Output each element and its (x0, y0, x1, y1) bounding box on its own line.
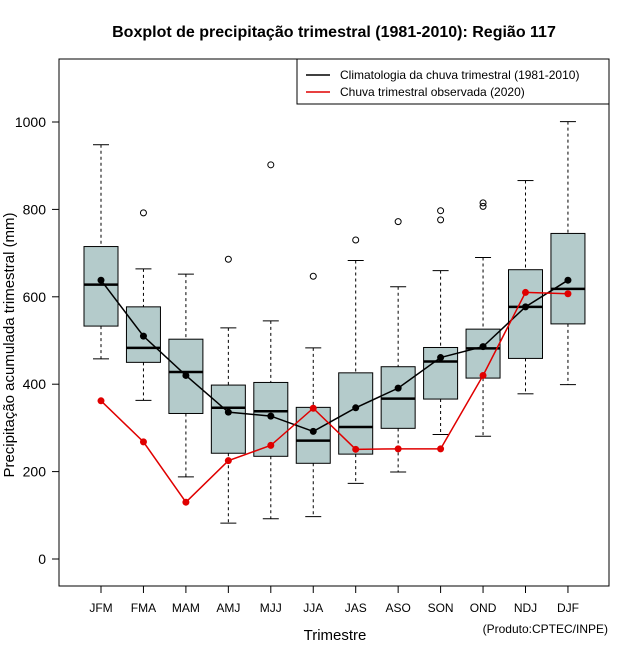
y-axis-title: Precipitação acumulada trimestral (mm) (1, 212, 18, 477)
series-point-observed-mam (182, 498, 190, 506)
series-point-climatology-ndj (522, 303, 529, 311)
outlier-jja-0 (309, 272, 317, 280)
x-tick-label-jas: JAS (345, 601, 367, 615)
series-point-climatology-jas (352, 404, 360, 412)
series-point-climatology-djf (564, 276, 572, 284)
line-series (97, 276, 572, 506)
box-iqr-amj (210, 384, 246, 454)
box-aso (380, 218, 416, 473)
outlier-mjj-0 (267, 161, 275, 169)
x-axis: JFM FMA MAM AMJ MJJ JJA JAS ASO SON OND NDJ DJF (89, 586, 579, 615)
series-line-climatology (100, 279, 569, 433)
series-point-climatology-mam (182, 371, 190, 379)
box-jja (295, 272, 331, 518)
y-tick-label-200: 200 (23, 464, 47, 480)
series-point-observed-ond (479, 371, 487, 379)
box-ond (465, 199, 501, 437)
x-tick-label-amj: AMJ (216, 601, 240, 615)
legend-box (296, 58, 610, 105)
series-point-observed-jas (352, 445, 360, 453)
series-point-observed-amj (224, 457, 232, 465)
outlier-ond-0 (479, 202, 487, 210)
series-point-climatology-ond (479, 343, 487, 351)
series-point-climatology-jja (309, 427, 317, 435)
outlier-jas-0 (352, 236, 360, 244)
box-djf (550, 121, 586, 386)
box-iqr-jfm (83, 246, 119, 327)
box-iqr-mam (168, 338, 204, 414)
outlier-ond-1 (479, 199, 487, 207)
outlier-aso-0 (394, 218, 402, 226)
series-point-climatology-fma (139, 332, 147, 340)
box-jfm (83, 144, 119, 360)
x-tick-label-fma: FMA (131, 601, 156, 615)
y-tick-label-0: 0 (38, 551, 46, 567)
box-amj (210, 255, 246, 524)
y-tick-label-600: 600 (23, 289, 47, 305)
series-point-climatology-son (437, 354, 445, 362)
x-tick-label-son: SON (428, 601, 454, 615)
y-axis: 0 200 400 600 800 1000 (15, 114, 59, 567)
x-tick-label-aso: ASO (385, 601, 410, 615)
outlier-fma-0 (139, 209, 147, 217)
y-tick-label-400: 400 (23, 376, 47, 392)
x-tick-label-mam: MAM (172, 601, 200, 615)
legend-label-observed: Chuva trimestral observada (2020) (340, 85, 525, 99)
credit-text: (Produto:CPTEC/INPE) (483, 622, 608, 636)
series-point-climatology-mjj (267, 412, 275, 420)
x-tick-label-ndj: NDJ (514, 601, 537, 615)
x-tick-label-djf: DJF (557, 601, 579, 615)
box-son (423, 207, 459, 435)
x-tick-label-jfm: JFM (89, 601, 112, 615)
box-mjj (253, 161, 289, 520)
box-iqr-jja (295, 406, 331, 464)
x-tick-label-jja: JJA (303, 601, 323, 615)
outlier-son-0 (437, 216, 445, 224)
series-point-observed-son (437, 445, 445, 453)
x-tick-label-ond: OND (470, 601, 497, 615)
series-point-climatology-amj (224, 408, 232, 416)
series-point-observed-ndj (522, 288, 529, 296)
series-point-climatology-jfm (97, 276, 105, 284)
chart-title: Boxplot de precipitação trimestral (1981… (112, 24, 556, 41)
box-iqr-jas (338, 372, 374, 455)
box-mam (168, 273, 204, 478)
box-fma (125, 209, 161, 401)
series-point-climatology-aso (394, 384, 402, 392)
box-ndj (508, 180, 543, 395)
series-point-observed-fma (139, 438, 147, 446)
series-point-observed-jfm (97, 397, 105, 405)
y-tick-label-1000: 1000 (15, 114, 46, 130)
series-point-observed-djf (564, 290, 572, 298)
series-point-observed-jja (309, 404, 317, 412)
series-point-observed-mjj (267, 441, 275, 449)
series-point-observed-aso (394, 445, 402, 453)
outlier-son-1 (437, 207, 445, 215)
series-line-observed (100, 291, 568, 504)
x-axis-title: Trimestre (304, 627, 367, 644)
legend-label-climatology: Climatologia da chuva trimestral (1981-2… (340, 68, 579, 82)
y-tick-label-800: 800 (23, 201, 47, 217)
outlier-amj-0 (224, 255, 232, 263)
x-tick-label-mjj: MJJ (260, 601, 282, 615)
legend: Climatologia da chuva trimestral (1981-2… (296, 58, 610, 105)
